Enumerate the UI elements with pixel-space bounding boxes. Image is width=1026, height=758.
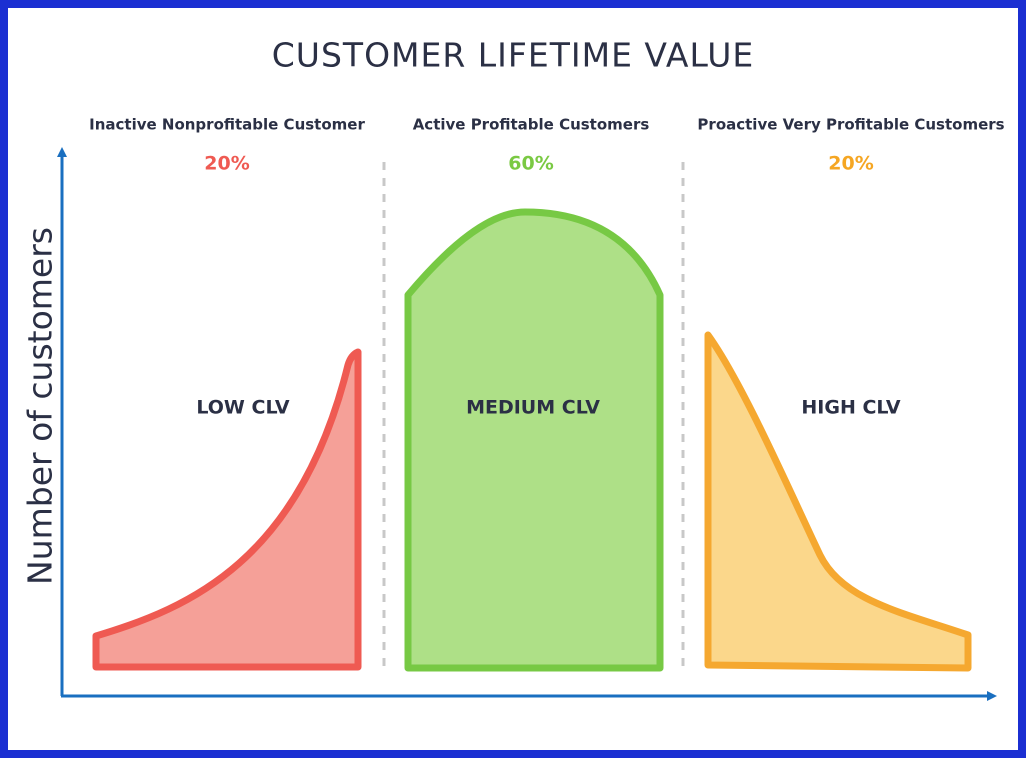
segment-label: HIGH CLV — [801, 397, 901, 419]
segment-label: MEDIUM CLV — [466, 397, 600, 419]
segment-header: Active Profitable Customers — [413, 116, 650, 134]
segment-percent: 60% — [508, 153, 553, 175]
segment-header: Inactive Nonprofitable Customer — [89, 116, 365, 134]
segment-percent: 20% — [204, 153, 249, 175]
title: CUSTOMER LIFETIME VALUE — [272, 36, 754, 75]
segment-header: Proactive Very Profitable Customers — [697, 116, 1004, 134]
segment-percent: 20% — [828, 153, 873, 175]
segment-label: LOW CLV — [196, 397, 290, 419]
low-clv-shape — [92, 348, 362, 671]
high-clv-shape — [704, 331, 972, 672]
y-axis-label: Number of customers — [21, 227, 60, 585]
medium-clv-shape — [404, 208, 664, 672]
